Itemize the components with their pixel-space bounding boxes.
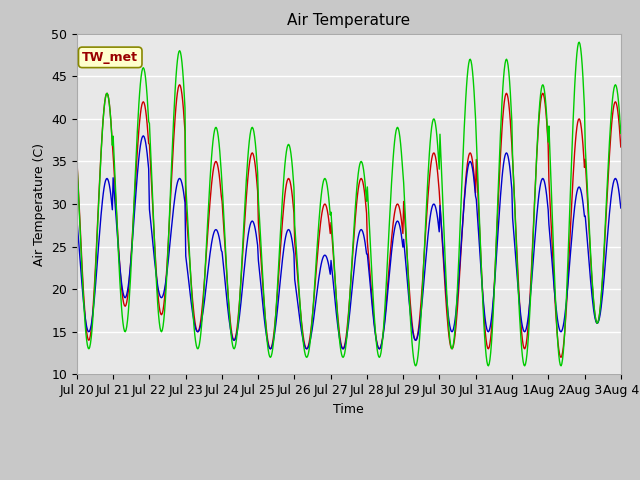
Title: Air Temperature: Air Temperature xyxy=(287,13,410,28)
Text: TW_met: TW_met xyxy=(82,51,138,64)
PanelT xyxy=(83,329,90,335)
PanelT xyxy=(176,82,184,88)
PanelT xyxy=(431,154,439,159)
PanelT xyxy=(139,99,147,105)
AM25T_PRT xyxy=(223,266,230,272)
AirT xyxy=(73,216,81,221)
Line: PanelT: PanelT xyxy=(77,85,621,357)
AM25T_PRT xyxy=(139,66,147,72)
AirT xyxy=(139,133,147,139)
AirT xyxy=(195,328,202,334)
PanelT xyxy=(223,281,231,287)
AirT xyxy=(417,316,424,322)
AM25T_PRT xyxy=(194,346,202,352)
PanelT xyxy=(195,328,202,334)
AM25T_PRT xyxy=(412,363,420,369)
AirT xyxy=(223,302,231,308)
Y-axis label: Air Temperature (C): Air Temperature (C) xyxy=(33,143,45,265)
X-axis label: Time: Time xyxy=(333,403,364,416)
PanelT xyxy=(416,317,424,323)
AirT xyxy=(83,324,90,329)
PanelT xyxy=(557,354,565,360)
PanelT xyxy=(617,144,625,150)
AM25T_PRT xyxy=(431,121,439,127)
AirT xyxy=(617,205,625,211)
Legend: PanelT, AirT, AM25T_PRT: PanelT, AirT, AM25T_PRT xyxy=(197,476,500,480)
Line: AM25T_PRT: AM25T_PRT xyxy=(77,42,621,366)
AirT xyxy=(303,346,310,352)
Line: AirT: AirT xyxy=(77,136,621,349)
AM25T_PRT xyxy=(83,337,90,343)
AM25T_PRT xyxy=(73,156,81,162)
AirT xyxy=(140,133,147,139)
AirT xyxy=(433,207,440,213)
AM25T_PRT xyxy=(575,39,583,45)
AM25T_PRT xyxy=(617,131,625,136)
PanelT xyxy=(73,155,81,160)
AM25T_PRT xyxy=(416,336,424,342)
